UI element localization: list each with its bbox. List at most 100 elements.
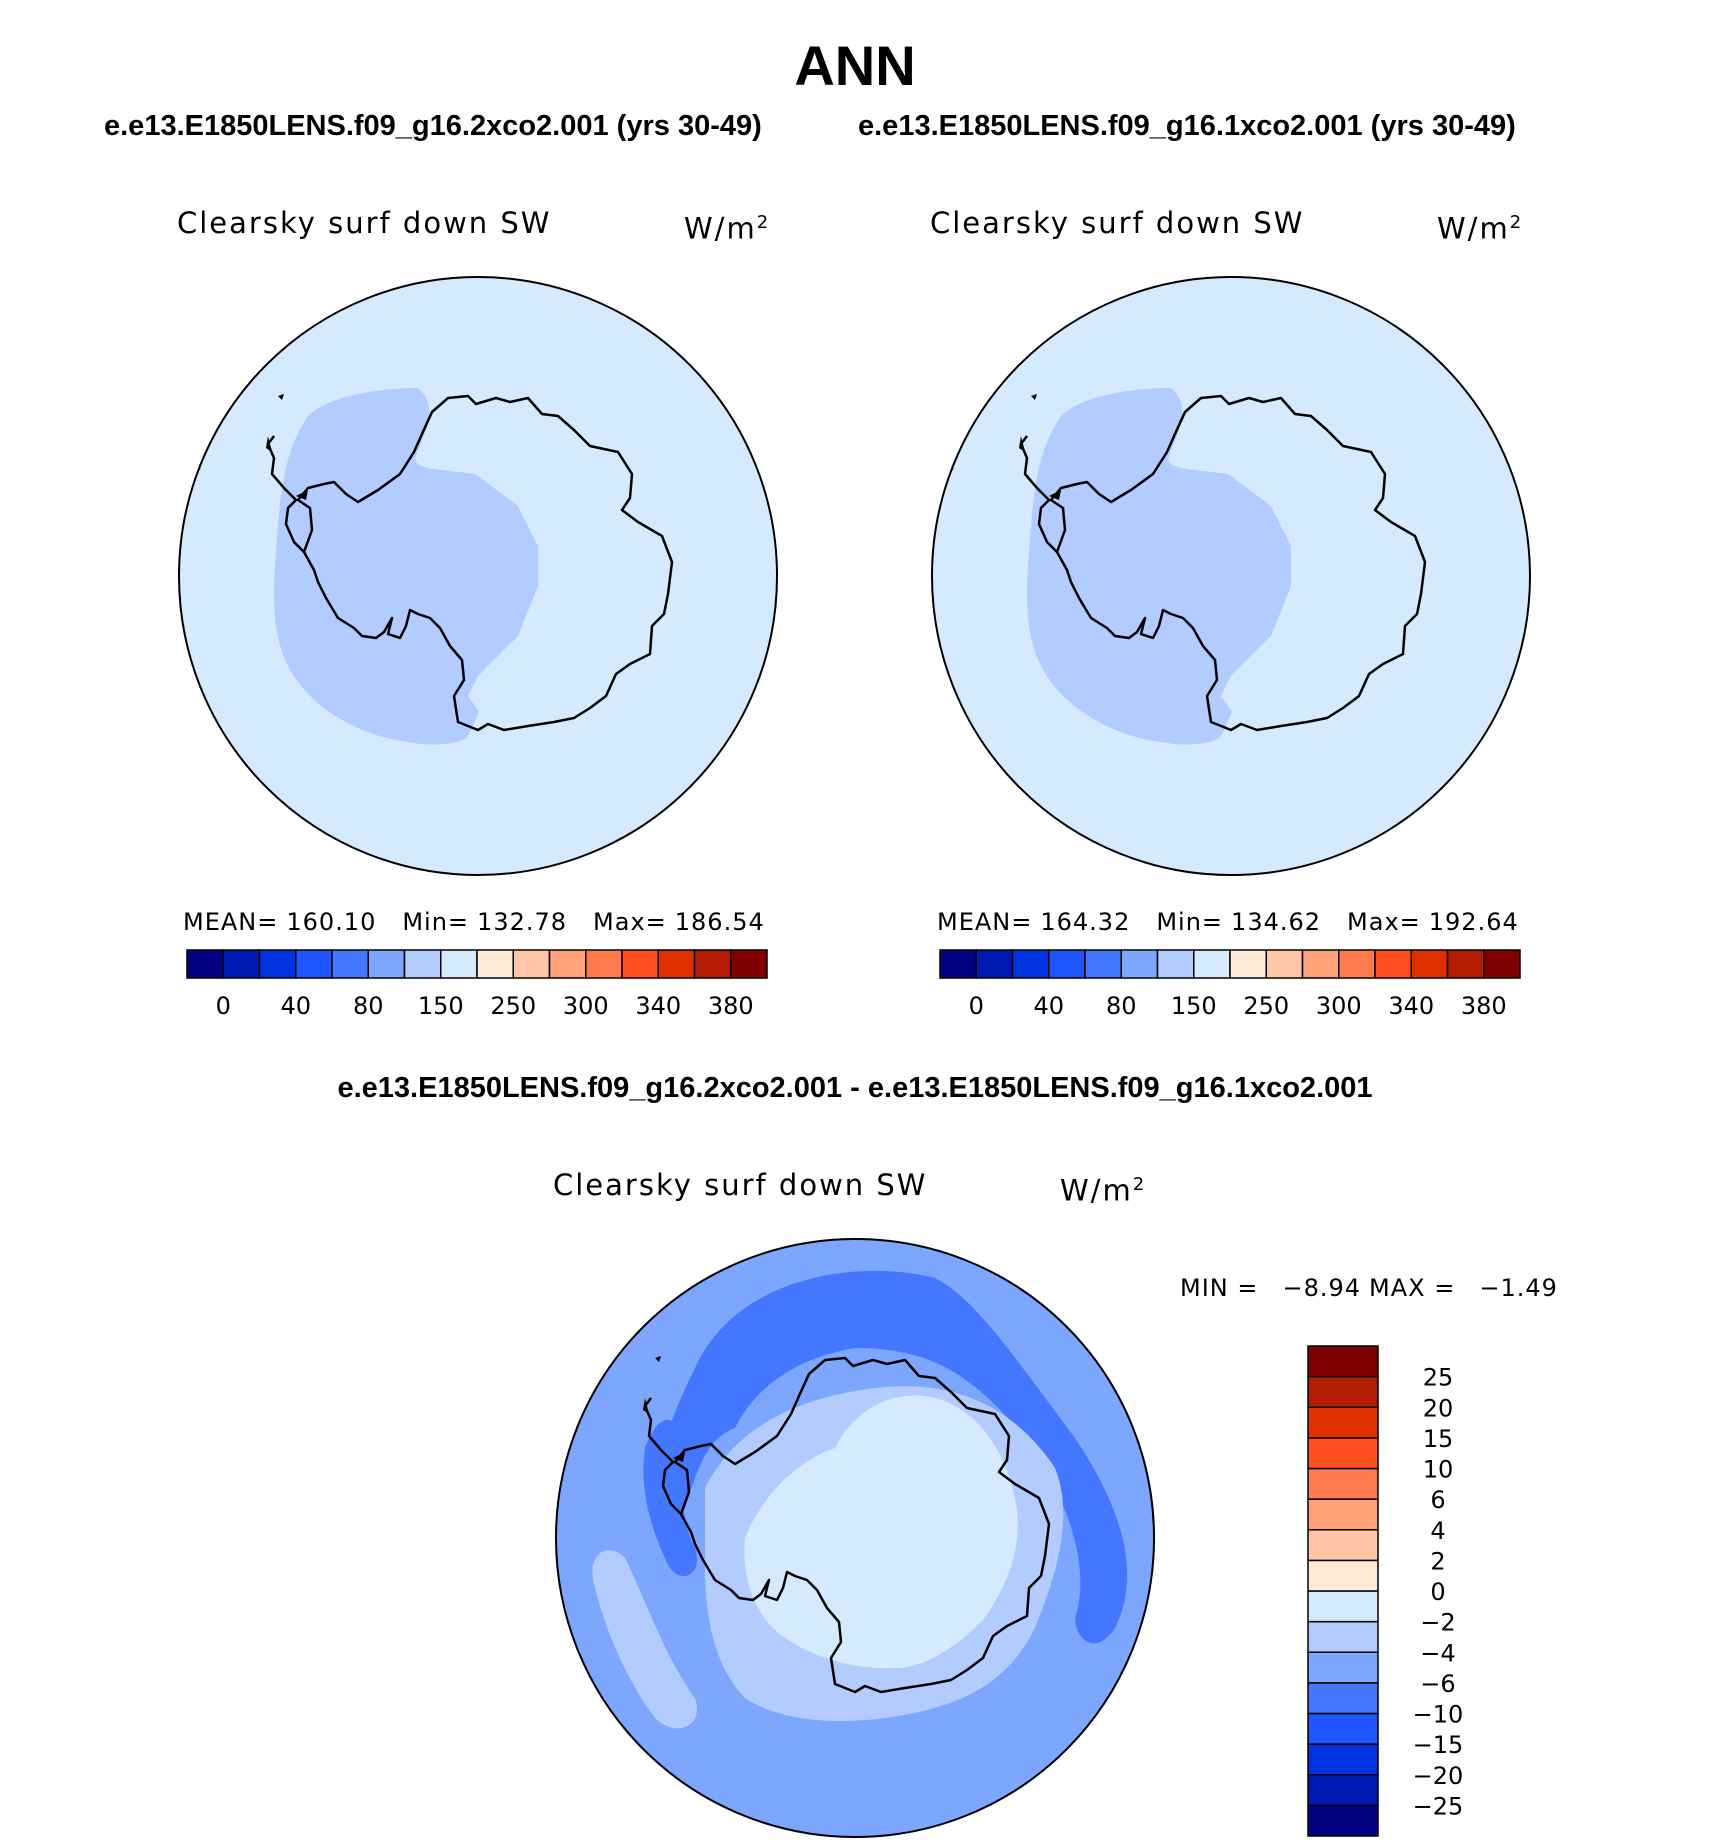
colorbar-cell xyxy=(1307,1375,1379,1408)
colorbar-tick-label: 300 xyxy=(1316,992,1362,1020)
negative-band-west xyxy=(643,1419,698,1577)
colorbar-tick-label: 150 xyxy=(418,992,464,1020)
colorbar-tick-label: 15 xyxy=(1423,1425,1454,1453)
colorbar-tick-label: 80 xyxy=(1106,992,1137,1020)
panel2-colorbar: 0 40 80 150 250 300 340 380 xyxy=(939,949,1521,1020)
panel1-max-label: Max= xyxy=(593,908,667,936)
colorbar-tick-label: 0 xyxy=(216,992,231,1020)
colorbar-tick-label: −6 xyxy=(1420,1670,1455,1698)
colorbar-tick-label: −4 xyxy=(1420,1639,1455,1667)
panel2-min-value: 134.62 xyxy=(1231,908,1322,936)
panel1-mean-value: 160.10 xyxy=(286,908,377,936)
colorbar-cell xyxy=(440,949,478,979)
colorbar-tick-label: 340 xyxy=(635,992,681,1020)
figure-title: ANN xyxy=(794,34,916,97)
panel3-max-label: MAX = xyxy=(1369,1274,1456,1302)
high-value-interior xyxy=(432,396,672,724)
low-value-region xyxy=(1026,388,1325,745)
high-value-interior xyxy=(1185,396,1425,724)
colorbar-cell xyxy=(1307,1804,1379,1837)
island xyxy=(278,394,284,400)
colorbar-cell xyxy=(730,949,768,979)
colorbar-cell xyxy=(1307,1774,1379,1807)
panel1-map xyxy=(178,276,778,876)
colorbar-cell xyxy=(1265,949,1304,979)
panel3-stats: MIN = −8.94 MAX = −1.49 xyxy=(1180,1274,1558,1302)
colorbar-cell xyxy=(693,949,732,979)
colorbar-cell xyxy=(939,949,977,979)
colorbar-cell xyxy=(403,949,442,979)
panel2-mean-value: 164.32 xyxy=(1040,908,1131,936)
colorbar-tick-label: 2 xyxy=(1430,1547,1445,1575)
colorbar-tick-label: 40 xyxy=(280,992,311,1020)
colorbar-cell xyxy=(512,949,551,979)
panel3-min-value: −8.94 xyxy=(1282,1274,1362,1302)
panel2-variable-label: Clearsky surf down SW xyxy=(930,206,1305,240)
panel2-stats: MEAN= 164.32 Min= 134.62 Max= 192.64 xyxy=(937,908,1519,936)
island xyxy=(1031,394,1037,400)
island xyxy=(296,490,308,500)
panel1-variable-label: Clearsky surf down SW xyxy=(177,206,552,240)
colorbar-cell xyxy=(585,949,623,979)
colorbar-tick-label: −15 xyxy=(1413,1731,1464,1759)
colorbar-cell xyxy=(1307,1529,1379,1562)
case-title-left: e.e13.E1850LENS.f09_g16.2xco2.001 (yrs 3… xyxy=(104,110,762,142)
map-boundary-circle xyxy=(178,276,778,876)
panel3-min-label: MIN = xyxy=(1180,1274,1259,1302)
colorbar-cell xyxy=(1307,1651,1379,1684)
colorbar-tick-label: 4 xyxy=(1430,1517,1445,1545)
colorbar-cell xyxy=(476,949,514,979)
moderate-band-west xyxy=(592,1549,697,1729)
colorbar-tick-label: 340 xyxy=(1388,992,1434,1020)
colorbar-cell xyxy=(258,949,297,979)
antarctica-coastline xyxy=(673,1356,1051,1694)
colorbar-cell xyxy=(548,949,587,979)
colorbar-cell xyxy=(1307,1467,1379,1500)
panel3-map xyxy=(555,1238,1155,1838)
panel2-mean-label: MEAN= xyxy=(937,908,1033,936)
colorbar-tick-label: 0 xyxy=(1430,1578,1445,1606)
island xyxy=(655,1356,661,1362)
antarctica-coastline xyxy=(296,394,674,732)
panel1-mean-label: MEAN= xyxy=(183,908,279,936)
colorbar-cell xyxy=(1446,949,1485,979)
panel1-stats: MEAN= 160.10 Min= 132.78 Max= 186.54 xyxy=(183,908,765,936)
colorbar-tick-label: 6 xyxy=(1430,1486,1445,1514)
colorbar-tick-label: 10 xyxy=(1423,1456,1454,1484)
panel2-units: W/m2 xyxy=(1437,211,1524,246)
case-title-right: e.e13.E1850LENS.f09_g16.1xco2.001 (yrs 3… xyxy=(858,110,1516,142)
island xyxy=(1049,490,1061,500)
colorbar-cell xyxy=(1307,1712,1379,1745)
colorbar-cell xyxy=(1084,949,1122,979)
colorbar-cell xyxy=(1307,1498,1379,1531)
colorbar-cell xyxy=(621,949,659,979)
colorbar-cell xyxy=(1307,1406,1379,1439)
colorbar-cell xyxy=(1011,949,1050,979)
colorbar-tick-label: 250 xyxy=(490,992,536,1020)
colorbar-cell xyxy=(975,949,1014,979)
colorbar-cell xyxy=(1483,949,1521,979)
colorbar-tick-label: 380 xyxy=(1461,992,1507,1020)
colorbar-cell xyxy=(367,949,406,979)
low-value-region xyxy=(273,388,572,745)
colorbar-cell xyxy=(295,949,333,979)
antarctica-coastline xyxy=(1049,394,1427,732)
colorbar-cell xyxy=(1307,1345,1379,1378)
colorbar-cell xyxy=(1307,1590,1379,1623)
colorbar-tick-label: 300 xyxy=(563,992,609,1020)
colorbar-tick-label: 250 xyxy=(1243,992,1289,1020)
panel1-units: W/m2 xyxy=(684,211,771,246)
colorbar-tick-label: 40 xyxy=(1033,992,1064,1020)
panel1-max-value: 186.54 xyxy=(674,908,765,936)
colorbar-cell xyxy=(331,949,369,979)
colorbar-tick-label: 380 xyxy=(708,992,754,1020)
colorbar-cell xyxy=(1307,1559,1379,1592)
colorbar-cell xyxy=(1307,1620,1379,1653)
colorbar-cell xyxy=(1048,949,1086,979)
difference-title: e.e13.E1850LENS.f09_g16.2xco2.001 - e.e1… xyxy=(337,1072,1373,1104)
island xyxy=(1019,436,1025,452)
panel2-max-label: Max= xyxy=(1347,908,1421,936)
colorbar-cell xyxy=(1229,949,1267,979)
panel3-units: W/m2 xyxy=(1060,1173,1147,1208)
